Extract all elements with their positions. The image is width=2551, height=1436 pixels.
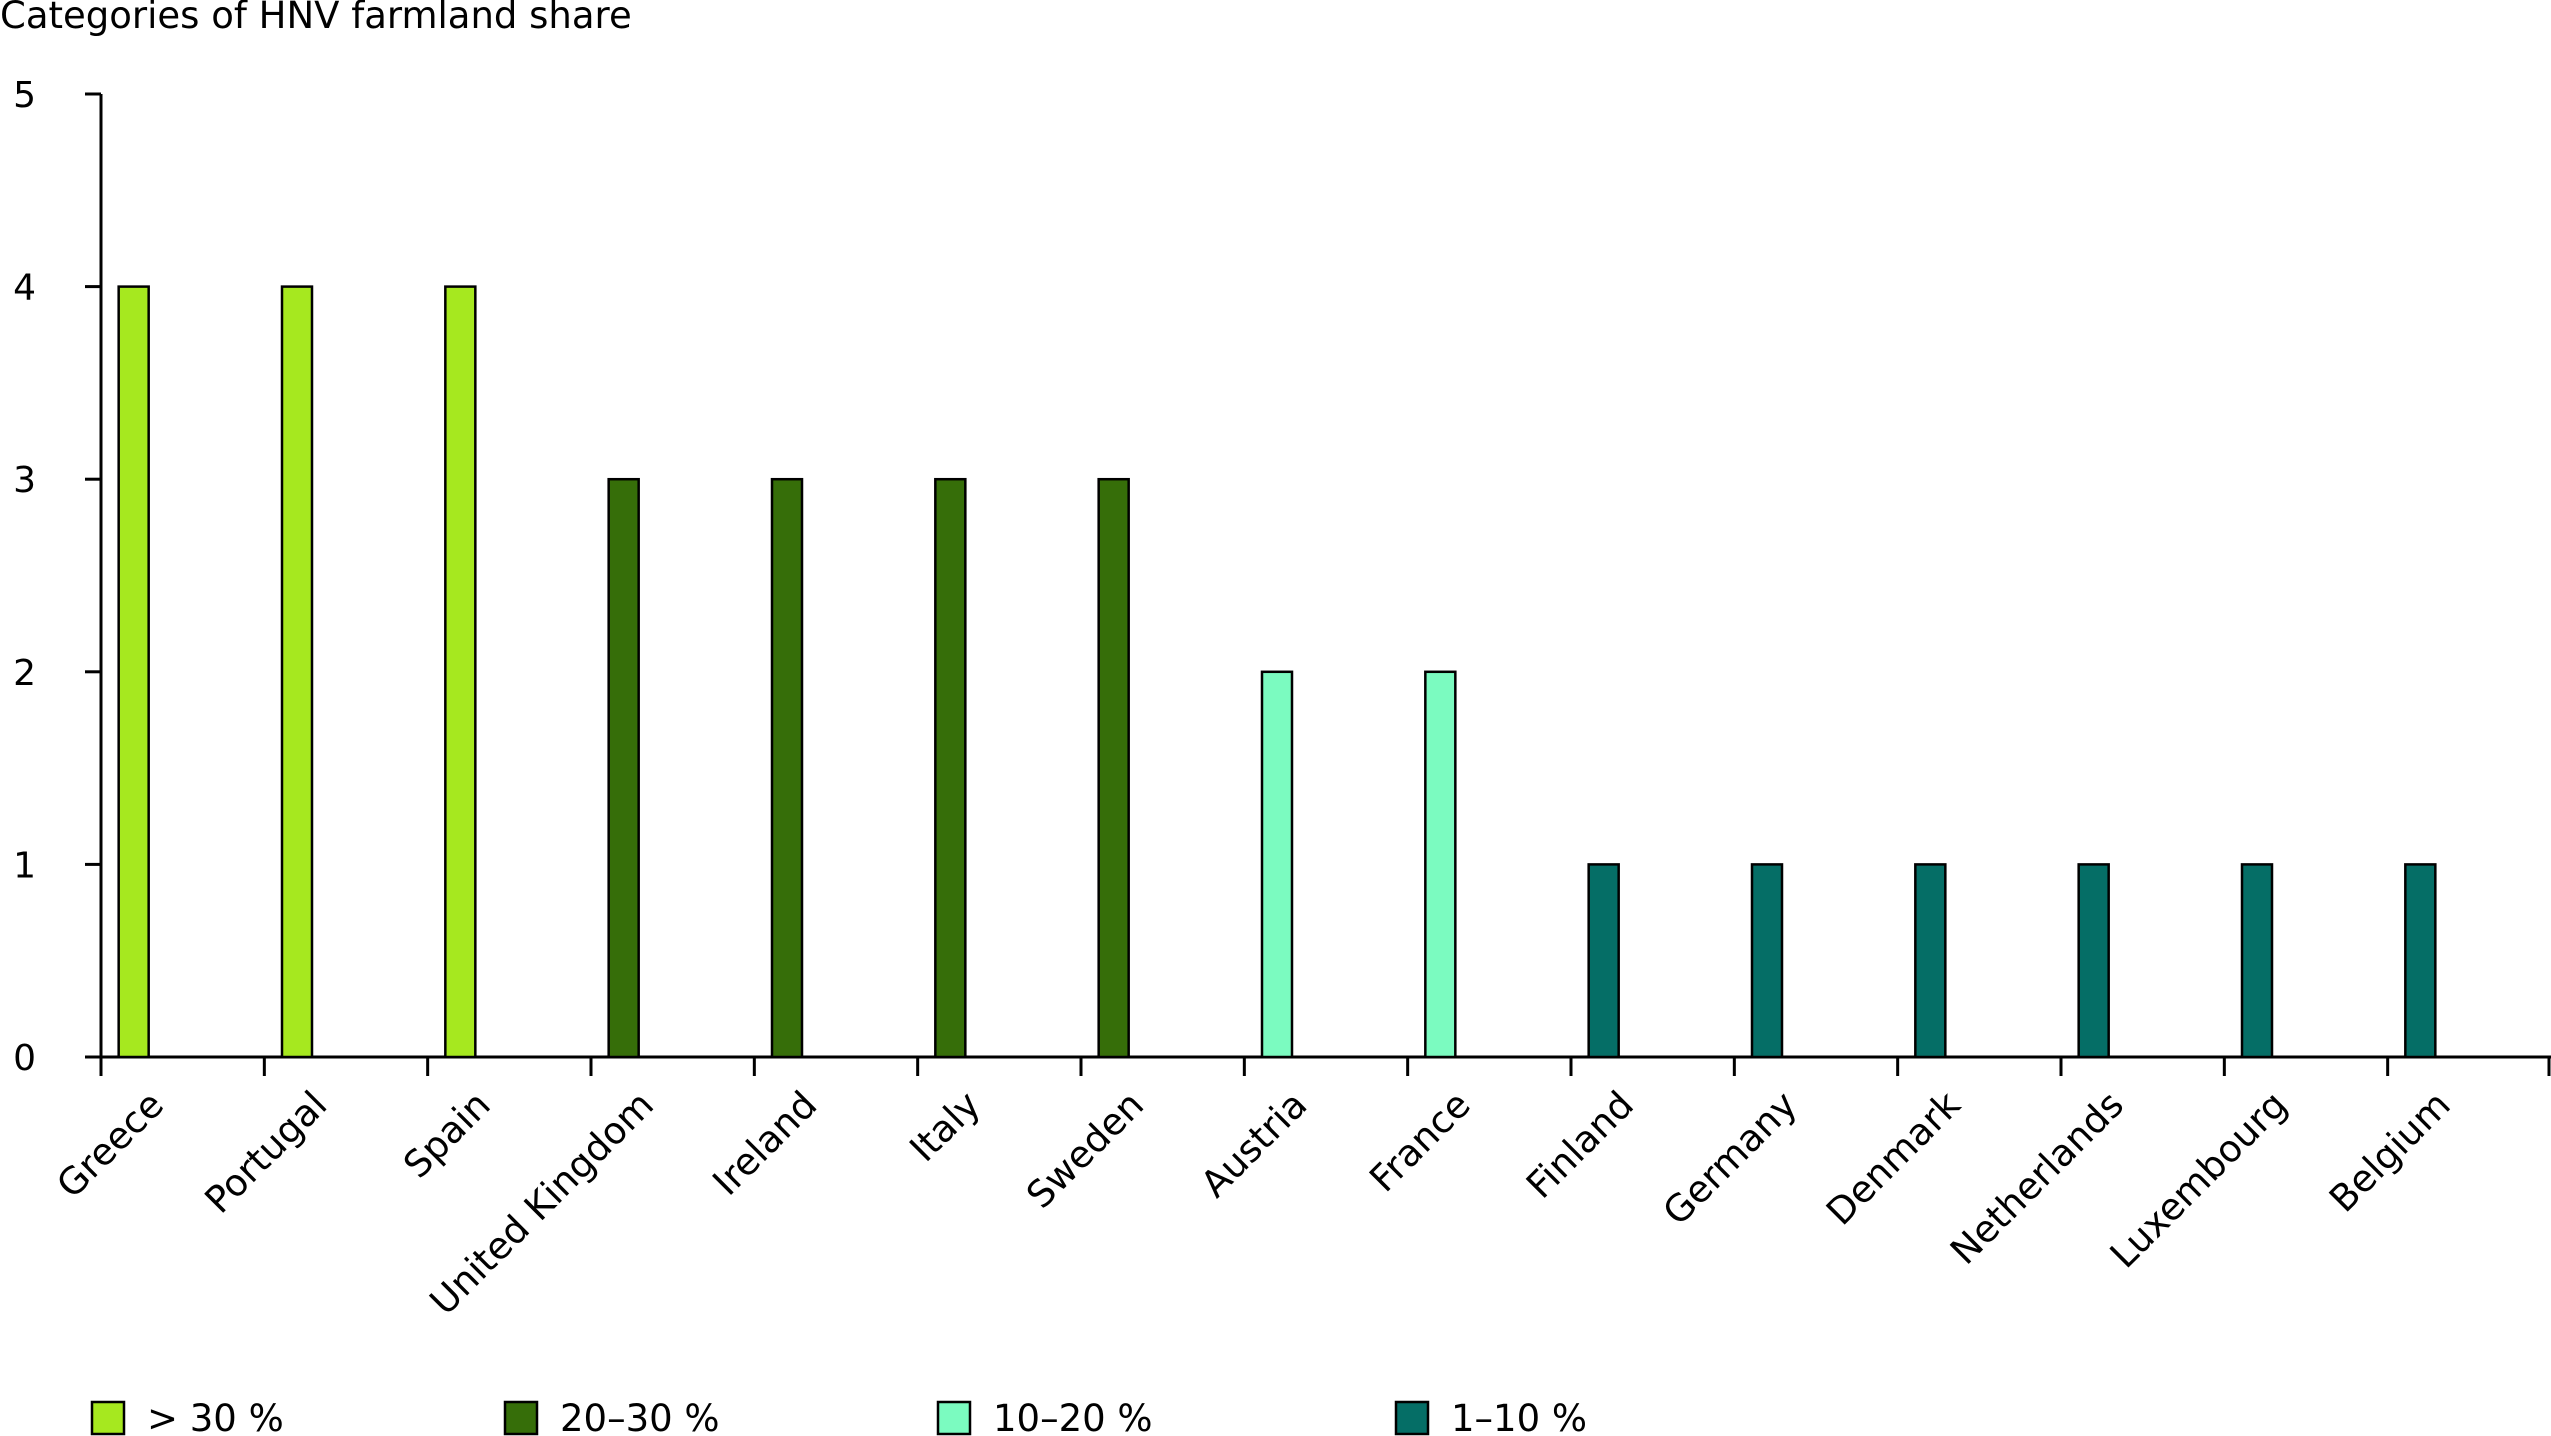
x-tick-label: Germany (1655, 1083, 1806, 1234)
bar (117, 285, 150, 1059)
legend: > 30 % 20–30 % 10–20 % 1–10 % (90, 1397, 1587, 1436)
legend-label: 1–10 % (1451, 1397, 1587, 1436)
x-tick-label: France (1361, 1083, 1478, 1200)
bar (1587, 863, 1620, 1059)
legend-label: 20–30 % (560, 1397, 720, 1436)
x-tick-label: Spain (395, 1083, 499, 1187)
legend-swatch (1394, 1400, 1430, 1436)
y-tick-label: 0 (13, 1038, 36, 1079)
x-tick-label: Sweden (1018, 1083, 1152, 1217)
bar (2240, 863, 2274, 1059)
legend-label: > 30 % (147, 1397, 284, 1436)
x-tick-label: Austria (1193, 1083, 1316, 1206)
x-tick-label: Belgium (2321, 1083, 2459, 1221)
bar (1097, 477, 1130, 1059)
y-tick-label: 4 (13, 268, 36, 309)
x-tick-label: Italy (902, 1083, 989, 1170)
bar (607, 477, 640, 1059)
bar (2404, 863, 2437, 1059)
bar (280, 285, 314, 1059)
legend-label: 10–20 % (993, 1397, 1153, 1436)
x-tick-label: Portugal (197, 1083, 336, 1222)
x-axis (99, 1055, 2551, 1076)
bar (770, 477, 804, 1059)
bar (934, 477, 967, 1059)
y-tick-label: 2 (13, 653, 36, 694)
bar (1424, 670, 1457, 1059)
x-tick-label: Luxembourg (2102, 1083, 2295, 1276)
bar (1750, 863, 1784, 1059)
x-tick-label: Ireland (704, 1083, 825, 1204)
bar (1260, 670, 1294, 1059)
x-tick-label: Denmark (1818, 1083, 1969, 1234)
bar (444, 285, 477, 1059)
x-tick-label: Greece (48, 1083, 172, 1207)
y-tick-label: 1 (13, 845, 36, 886)
legend-swatch (503, 1400, 539, 1436)
bars (117, 285, 2437, 1059)
y-axis-title: Categories of HNV farmland share (0, 0, 632, 37)
bar (1914, 863, 1947, 1059)
y-tick-label: 3 (13, 460, 36, 501)
bar (2077, 863, 2110, 1059)
x-tick-label: Finland (1518, 1083, 1642, 1207)
legend-swatch (90, 1400, 126, 1436)
y-tick-label: 5 (13, 75, 36, 116)
y-axis: 0 1 2 3 4 5 (13, 75, 103, 1079)
legend-swatch (936, 1400, 972, 1436)
